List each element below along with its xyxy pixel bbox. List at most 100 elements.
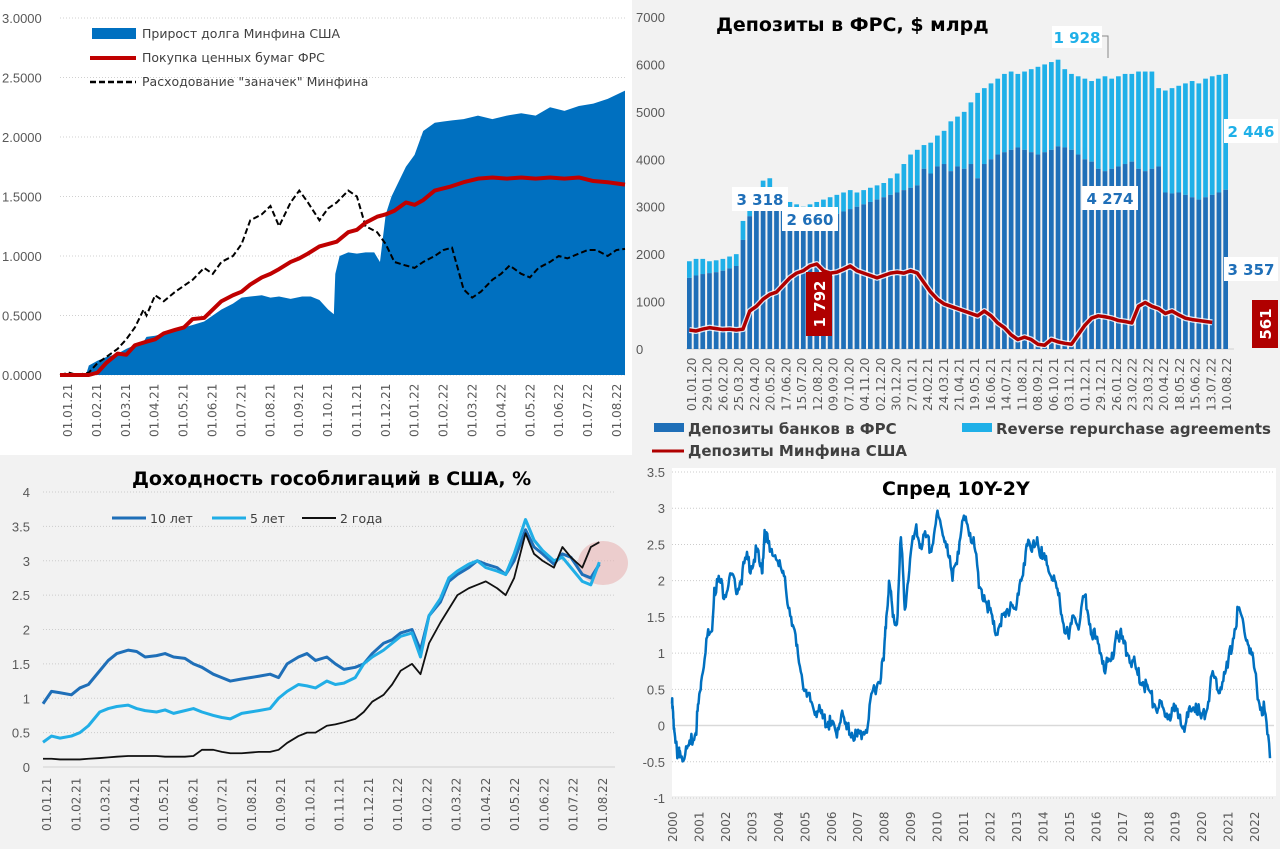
x-tick-label: 18.05.22	[1173, 358, 1187, 411]
bank-bar	[1102, 171, 1108, 349]
rrp-bar	[1116, 76, 1121, 167]
x-tick-label: 2022	[1248, 811, 1262, 842]
x-tick-label: 01.02.22	[420, 778, 434, 831]
x-tick-label: 01.10.21	[303, 778, 317, 831]
chart-title: Доходность гособлигаций в США, %	[132, 468, 531, 490]
x-tick-label: 11.08.21	[1015, 358, 1029, 411]
annotation-box	[732, 187, 788, 211]
annotation-box	[1082, 186, 1138, 210]
rrp-bar	[1196, 83, 1202, 200]
annotation-leader	[1102, 35, 1109, 58]
bank-bar	[948, 171, 954, 349]
y-tick-label: 0	[636, 342, 643, 357]
x-tick-label: 01.07.21	[216, 778, 230, 831]
annotation-label: 3 318	[737, 191, 784, 209]
x-tick-label: 30.12.20	[890, 358, 904, 411]
bank-bar	[988, 159, 994, 349]
x-tick-label: 16.06.21	[984, 358, 998, 411]
rrp-bar	[948, 121, 954, 172]
x-tick-label: 2009	[904, 811, 918, 842]
bank-bar	[854, 206, 860, 349]
y-tick-label: 1.5	[647, 610, 665, 625]
bank-bar	[928, 173, 934, 349]
x-tick-label: 01.12.21	[379, 384, 393, 437]
x-tick-label: 01.10.21	[321, 384, 335, 437]
bank-bar	[693, 275, 699, 349]
rrp-bar	[874, 185, 880, 200]
legend-label-2y: 2 года	[340, 511, 382, 526]
bank-bar	[981, 164, 987, 349]
y-tick-label: 3	[23, 554, 30, 569]
x-tick-label: 2017	[1116, 811, 1130, 842]
y-tick-label: 2.0000	[2, 130, 42, 145]
rrp-bar	[981, 88, 987, 165]
x-tick-label: 01.05.22	[508, 778, 522, 831]
yield-10y-line	[41, 528, 601, 705]
bank-bar	[1203, 197, 1208, 349]
x-axis-ticks: 01.01.21 01.02.21 01.03.21 01.04.21 01.05.21…	[40, 778, 610, 831]
x-tick-label: 01.05.22	[523, 384, 537, 437]
rrp-bar	[720, 258, 726, 271]
rrp-bar	[908, 154, 913, 188]
y-tick-label: 1	[658, 646, 665, 661]
bank-bar	[995, 154, 1001, 349]
bank-bar	[1109, 168, 1115, 349]
annotation-box	[1224, 119, 1278, 143]
y-tick-label: 1.5	[12, 657, 30, 672]
y-tick-label: 2000	[636, 247, 665, 262]
x-tick-label: 26.02.20	[716, 358, 730, 411]
rrp-bar	[707, 261, 712, 274]
rrp-bar	[921, 145, 927, 169]
bank-bar	[1162, 192, 1168, 349]
y-tick-label: 0.5	[647, 682, 665, 697]
x-tick-label: 12.08.20	[811, 358, 825, 411]
rrp-bar	[693, 258, 699, 276]
y-tick-label: 7000	[636, 10, 665, 25]
rrp-bar	[955, 116, 960, 167]
x-tick-label: 01.01.21	[61, 384, 75, 437]
x-tick-label: 01.01.22	[408, 384, 422, 437]
y-tick-label: 4	[23, 485, 30, 500]
x-tick-label: 09.09.20	[827, 358, 841, 411]
fed-deposits-chart: 0 1000 2000 3000 4000 5000 6000 7000 01.01.20 29…	[632, 0, 1280, 460]
bank-bar	[841, 211, 846, 349]
series-group	[59, 90, 626, 377]
bank-bar	[955, 166, 960, 349]
rrp-bar	[1169, 88, 1175, 194]
yield-5y-line	[42, 518, 601, 744]
highlight-circle	[578, 541, 628, 585]
x-tick-label: 23.03.22	[1141, 358, 1155, 411]
y-tick-label: 0	[658, 719, 665, 734]
bank-bar	[1216, 192, 1222, 349]
rrp-bar	[995, 78, 1001, 155]
rrp-bar	[935, 135, 940, 167]
chart-title: Спред 10Y-2Y	[882, 478, 1030, 500]
rrp-bar	[881, 183, 887, 198]
bank-bar	[1129, 161, 1135, 349]
x-tick-label: 2003	[745, 811, 759, 842]
bank-bar	[687, 277, 692, 349]
x-tick-label: 08.09.21	[1031, 358, 1045, 411]
x-tick-label: 15.06.22	[1189, 358, 1203, 411]
x-tick-label: 23.02.22	[1126, 358, 1140, 411]
x-tick-label: 01.02.21	[69, 778, 83, 831]
fed-line	[60, 175, 626, 377]
y-tick-label: 4000	[636, 152, 665, 167]
chart-title: Депозиты в ФРС, $ млрд	[716, 14, 989, 36]
x-tick-label: 20.04.22	[1157, 358, 1171, 411]
legend: Прирост долга Минфина США Покупка ценных…	[90, 26, 368, 89]
x-tick-label: 01.01.20	[685, 358, 699, 411]
x-tick-label: 01.08.22	[596, 778, 610, 831]
annotation-box	[806, 272, 832, 336]
bank-bar	[800, 216, 806, 349]
x-tick-label: 01.07.22	[567, 778, 581, 831]
x-tick-label: 2018	[1142, 811, 1156, 842]
rrp-bar	[1142, 71, 1148, 172]
rrp-bar	[760, 180, 766, 193]
x-tick-label: 03.11.21	[1063, 358, 1077, 411]
bank-bar	[1049, 149, 1054, 349]
bank-bar	[1156, 166, 1161, 349]
y-tick-label: 5000	[636, 105, 665, 120]
y-tick-label: -0.5	[643, 755, 665, 770]
bank-bar	[780, 199, 786, 349]
